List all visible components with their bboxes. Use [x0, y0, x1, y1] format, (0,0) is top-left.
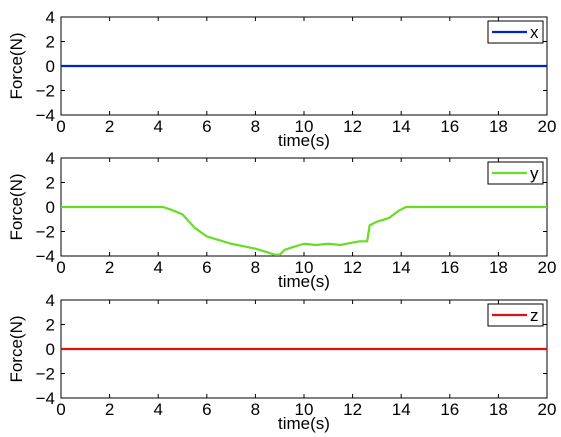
y-axis-label: Force(N)	[7, 173, 26, 240]
x-tick-label: 6	[202, 117, 211, 136]
x-tick-label: 4	[153, 258, 162, 277]
x-tick-label: 4	[153, 400, 162, 419]
legend-label: x	[530, 23, 539, 42]
x-tick-label: 2	[105, 400, 114, 419]
x-tick-label: 14	[392, 258, 411, 277]
y-tick-label: 4	[46, 8, 55, 27]
x-tick-label: 12	[343, 400, 362, 419]
x-axis-label: time(s)	[278, 414, 330, 433]
y-tick-label: 0	[46, 57, 55, 76]
y-tick-label: −4	[36, 247, 55, 266]
x-tick-label: 12	[343, 117, 362, 136]
legend: y	[487, 161, 544, 185]
y-tick-label: −2	[36, 365, 55, 384]
x-tick-label: 2	[105, 117, 114, 136]
y-tick-label: 4	[46, 291, 55, 310]
x-tick-label: 14	[392, 400, 411, 419]
y-tick-label: 2	[46, 316, 55, 335]
legend: x	[487, 20, 544, 44]
x-tick-label: 14	[392, 117, 411, 136]
x-axis-label: time(s)	[278, 272, 330, 291]
y-tick-label: −4	[36, 106, 55, 125]
y-axis-label: Force(N)	[7, 315, 26, 382]
y-tick-label: 0	[46, 340, 55, 359]
x-tick-label: 4	[153, 117, 162, 136]
x-tick-label: 10	[295, 117, 314, 136]
x-tick-label: 6	[202, 400, 211, 419]
y-tick-label: 2	[46, 174, 55, 193]
x-tick-label: 0	[56, 258, 65, 277]
x-tick-label: 10	[295, 400, 314, 419]
y-axis-label: Force(N)	[7, 32, 26, 99]
x-tick-label: 20	[538, 117, 557, 136]
series-line-y	[61, 205, 547, 256]
x-tick-label: 6	[202, 258, 211, 277]
x-tick-label: 18	[489, 258, 508, 277]
y-tick-label: 2	[46, 33, 55, 52]
x-tick-label: 0	[56, 400, 65, 419]
x-axis-label: time(s)	[278, 131, 330, 150]
y-tick-label: −4	[36, 389, 55, 408]
y-tick-label: −2	[36, 223, 55, 242]
y-tick-label: 4	[46, 149, 55, 168]
x-tick-label: 8	[251, 117, 260, 136]
legend-label: z	[530, 306, 539, 325]
x-tick-label: 0	[56, 117, 65, 136]
x-tick-label: 16	[440, 258, 459, 277]
x-tick-label: 2	[105, 258, 114, 277]
x-tick-label: 16	[440, 117, 459, 136]
legend-label: y	[530, 164, 539, 183]
x-tick-label: 18	[489, 117, 508, 136]
x-tick-label: 8	[251, 258, 260, 277]
legend: z	[487, 303, 544, 327]
x-tick-label: 20	[538, 258, 557, 277]
x-tick-label: 20	[538, 400, 557, 419]
x-tick-label: 18	[489, 400, 508, 419]
y-tick-label: 0	[46, 198, 55, 217]
x-tick-label: 8	[251, 400, 260, 419]
y-tick-label: −2	[36, 82, 55, 101]
x-tick-label: 12	[343, 258, 362, 277]
x-tick-label: 16	[440, 400, 459, 419]
x-tick-label: 10	[295, 258, 314, 277]
